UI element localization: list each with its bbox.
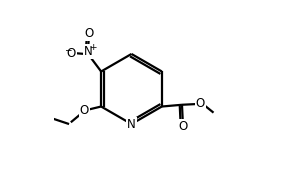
Text: O: O xyxy=(67,47,76,60)
Text: N: N xyxy=(127,117,136,130)
Text: O: O xyxy=(196,97,205,110)
Text: −: − xyxy=(64,45,71,54)
Text: +: + xyxy=(89,43,96,52)
Text: O: O xyxy=(178,120,187,133)
Text: O: O xyxy=(80,104,89,117)
Text: O: O xyxy=(84,27,93,40)
Text: N: N xyxy=(84,45,93,58)
